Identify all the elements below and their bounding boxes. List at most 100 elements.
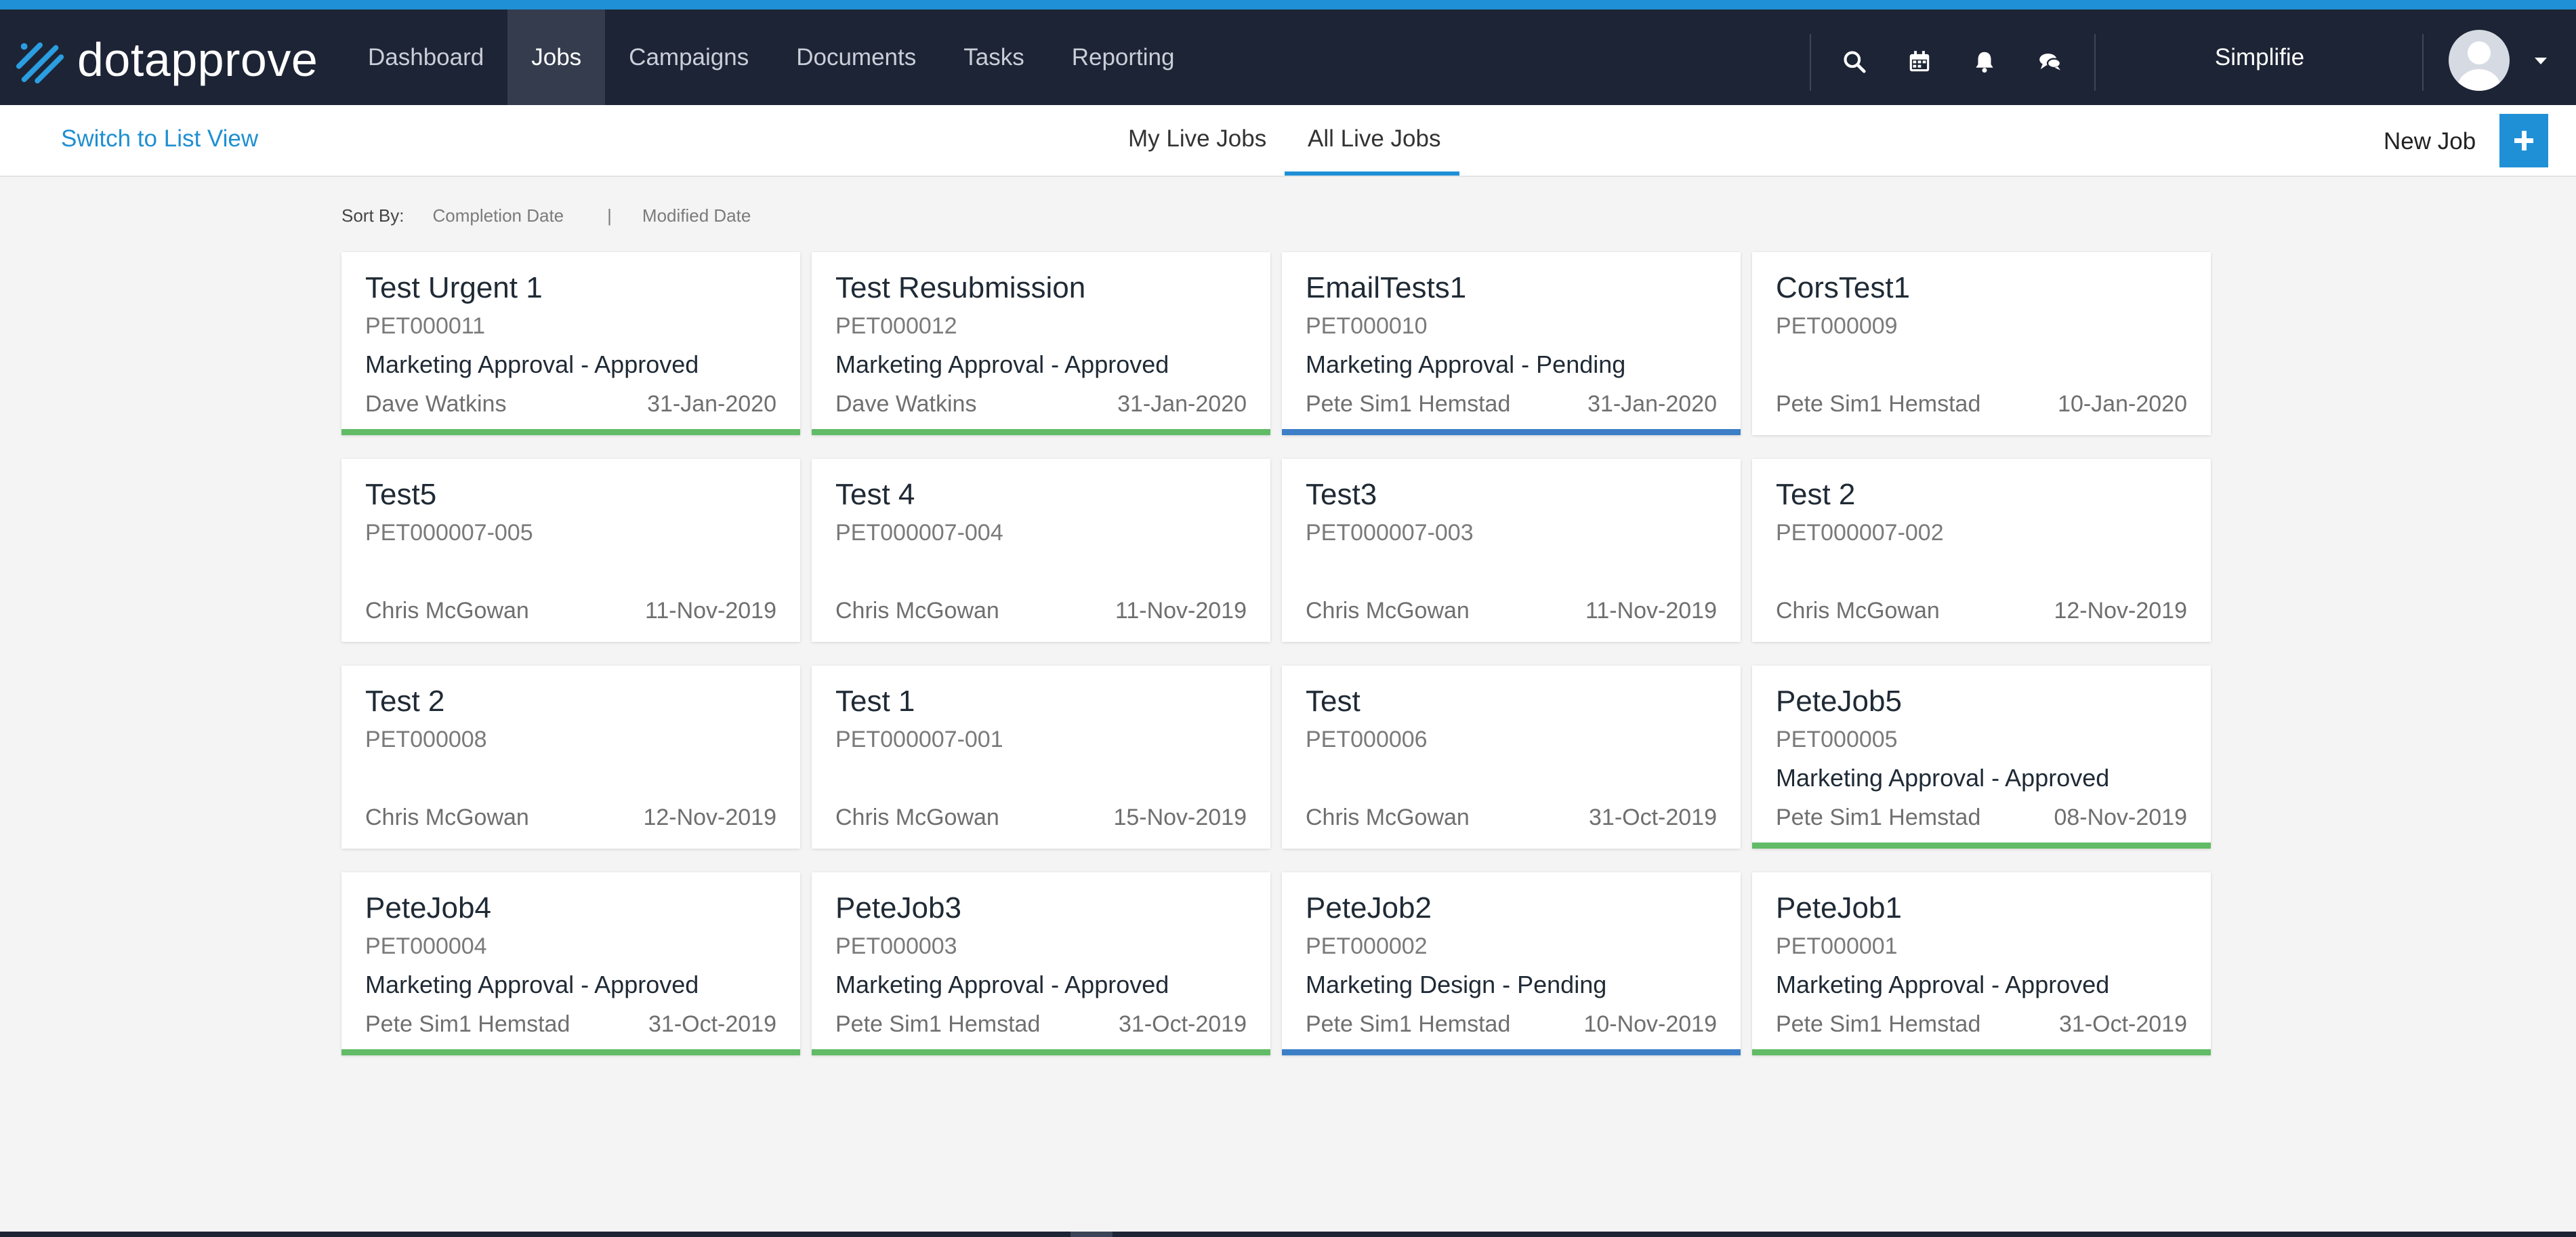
job-code: PET000005: [1776, 727, 1898, 752]
job-card[interactable]: Test Urgent 1 PET000011 Marketing Approval…: [341, 252, 800, 435]
job-code: PET000007-003: [1306, 520, 1474, 546]
job-code: PET000010: [1306, 313, 1428, 339]
status-bar-pending: [1282, 429, 1741, 435]
job-date: 11-Nov-2019: [1585, 598, 1717, 624]
job-card[interactable]: Test 2 PET000007-002 Chris McGowan 12-Nov-2…: [1752, 459, 2211, 642]
job-card[interactable]: Test PET000006 Chris McGowan 31-Oct-2019: [1282, 666, 1741, 849]
avatar[interactable]: [2449, 30, 2510, 91]
job-title: PeteJob5: [1776, 685, 1902, 718]
job-owner: Pete Sim1 Hemstad: [1306, 1011, 1511, 1037]
active-tab-indicator: [1285, 171, 1459, 176]
job-status: Marketing Approval - Pending: [1306, 350, 1626, 378]
job-card-grid: Test Urgent 1 PET000011 Marketing Approval…: [341, 252, 2211, 1055]
chevron-down-icon[interactable]: [2533, 53, 2549, 69]
calendar-button[interactable]: [1901, 43, 1938, 80]
job-date: 31-Jan-2020: [647, 391, 776, 417]
tab-my-live-jobs[interactable]: My Live Jobs: [1128, 125, 1267, 152]
new-job-button[interactable]: [2499, 114, 2548, 167]
job-status: Marketing Approval - Approved: [365, 350, 699, 378]
status-bar-approved: [812, 429, 1270, 435]
job-card[interactable]: CorsTest1 PET000009 Pete Sim1 Hemstad 10-Ja…: [1752, 252, 2211, 435]
bell-icon: [1976, 52, 1993, 73]
status-bar-pending: [1282, 1049, 1741, 1055]
job-date: 10-Jan-2020: [2058, 391, 2187, 417]
nav-tasks[interactable]: Tasks: [963, 44, 1024, 70]
job-date: 11-Nov-2019: [1115, 598, 1247, 624]
status-bar-approved: [341, 429, 800, 435]
navbar-divider: [2422, 34, 2424, 91]
job-title: PeteJob4: [365, 891, 491, 925]
job-owner: Pete Sim1 Hemstad: [835, 1011, 1041, 1037]
nav-dashboard[interactable]: Dashboard: [368, 44, 484, 70]
nav-campaigns[interactable]: Campaigns: [629, 44, 749, 70]
job-card[interactable]: PeteJob4 PET000004 Marketing Approval - Ap…: [341, 872, 800, 1055]
job-card[interactable]: PeteJob2 PET000002 Marketing Design - Pend…: [1282, 872, 1741, 1055]
job-card[interactable]: Test 2 PET000008 Chris McGowan 12-Nov-2019: [341, 666, 800, 849]
job-code: PET000003: [835, 933, 957, 959]
job-date: 31-Oct-2019: [2059, 1011, 2187, 1037]
job-title: Test 4: [835, 478, 915, 511]
job-card[interactable]: Test 1 PET000007-001 Chris McGowan 15-Nov-2…: [812, 666, 1270, 849]
chat-icon: [2039, 54, 2062, 70]
job-card[interactable]: Test3 PET000007-003 Chris McGowan 11-Nov-20…: [1282, 459, 1741, 642]
job-card[interactable]: PeteJob5 PET000005 Marketing Approval - Ap…: [1752, 666, 2211, 849]
job-owner: Chris McGowan: [365, 598, 529, 624]
job-card[interactable]: EmailTests1 PET000010 Marketing Approval -…: [1282, 252, 1741, 435]
switch-to-list-view-link[interactable]: Switch to List View: [61, 125, 259, 152]
job-date: 31-Oct-2019: [1589, 805, 1717, 830]
job-code: PET000011: [365, 313, 486, 339]
status-bar-approved: [1752, 843, 2211, 849]
nav-jobs[interactable]: Jobs: [507, 9, 606, 105]
user-name[interactable]: Simplifie: [2214, 44, 2305, 70]
job-status: Marketing Approval - Approved: [835, 350, 1169, 378]
job-status: Marketing Approval - Approved: [365, 971, 699, 998]
job-date: 31-Jan-2020: [1117, 391, 1247, 417]
job-card[interactable]: PeteJob1 PET000001 Marketing Approval - Ap…: [1752, 872, 2211, 1055]
job-owner: Dave Watkins: [835, 391, 977, 417]
job-date: 10-Nov-2019: [1583, 1011, 1717, 1037]
status-bar-approved: [1752, 1049, 2211, 1055]
job-code: PET000008: [365, 727, 487, 752]
job-owner: Dave Watkins: [365, 391, 507, 417]
job-owner: Chris McGowan: [365, 805, 529, 830]
job-card[interactable]: Test 4 PET000007-004 Chris McGowan 11-Nov-2…: [812, 459, 1270, 642]
tab-all-live-jobs[interactable]: All Live Jobs: [1308, 125, 1441, 152]
job-code: PET000002: [1306, 933, 1428, 959]
sub-header: Switch to List View My Live Jobs All Liv…: [0, 105, 2576, 177]
job-title: PeteJob2: [1306, 891, 1432, 925]
job-owner: Pete Sim1 Hemstad: [1776, 1011, 1981, 1037]
job-date: 31-Oct-2019: [648, 1011, 776, 1037]
job-title: Test 2: [1776, 478, 1856, 511]
job-date: 12-Nov-2019: [2054, 598, 2187, 624]
job-owner: Chris McGowan: [1776, 598, 1940, 624]
scrollbar-thumb[interactable]: [1071, 1232, 1113, 1237]
job-date: 31-Oct-2019: [1119, 1011, 1247, 1037]
job-card[interactable]: PeteJob3 PET000003 Marketing Approval - Ap…: [812, 872, 1270, 1055]
navbar-divider: [2094, 34, 2096, 91]
job-title: Test3: [1306, 478, 1377, 511]
job-card[interactable]: Test5 PET000007-005 Chris McGowan 11-Nov-20…: [341, 459, 800, 642]
nav-reporting[interactable]: Reporting: [1071, 44, 1175, 70]
user-avatar-icon: [2457, 41, 2501, 91]
job-code: PET000007-001: [835, 727, 1003, 752]
messages-button[interactable]: [2032, 43, 2069, 80]
job-card[interactable]: Test Resubmission PET000012 Marketing Appr…: [812, 252, 1270, 435]
sort-bar: Sort By: Completion Date | Modified Date: [341, 202, 751, 229]
sort-completion-date[interactable]: Completion Date: [432, 205, 564, 226]
job-date: 15-Nov-2019: [1113, 805, 1247, 830]
job-title: Test 2: [365, 685, 445, 718]
new-job-label[interactable]: New Job: [2384, 128, 2476, 155]
notifications-button[interactable]: [1966, 43, 2003, 80]
job-owner: Pete Sim1 Hemstad: [1776, 805, 1981, 830]
nav-documents[interactable]: Documents: [796, 44, 917, 70]
logo[interactable]: dotapprove: [15, 33, 318, 87]
job-title: CorsTest1: [1776, 271, 1911, 304]
sort-modified-date[interactable]: Modified Date: [642, 205, 751, 226]
main-nav: Dashboard Jobs Campaigns Documents Tasks…: [344, 9, 1198, 105]
search-button[interactable]: [1836, 43, 1873, 80]
sort-label: Sort By:: [341, 205, 404, 226]
job-owner: Chris McGowan: [835, 805, 999, 830]
job-title: PeteJob1: [1776, 891, 1902, 925]
job-title: Test Resubmission: [835, 271, 1086, 304]
search-icon: [1844, 51, 1866, 73]
